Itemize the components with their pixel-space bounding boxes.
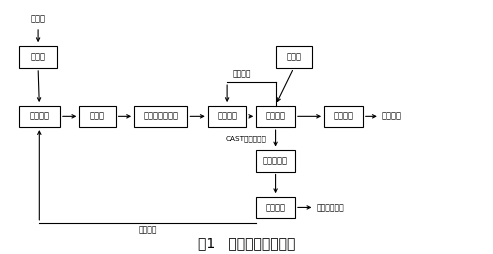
Text: 污泥回流: 污泥回流 <box>232 70 251 79</box>
Bar <box>256 197 295 218</box>
Text: 紫外消毒: 紫外消毒 <box>333 112 353 121</box>
Bar <box>256 150 295 171</box>
Text: 配水井: 配水井 <box>90 112 105 121</box>
Bar <box>276 46 312 68</box>
Text: 图1   污水处理工艺流程: 图1 污水处理工艺流程 <box>198 236 295 250</box>
Bar <box>79 105 116 127</box>
Text: 达标排放: 达标排放 <box>381 112 401 121</box>
Bar <box>256 105 295 127</box>
Bar <box>324 105 363 127</box>
Text: 原污水: 原污水 <box>31 14 45 24</box>
Text: 细格栅、沉砂池: 细格栅、沉砂池 <box>143 112 178 121</box>
Text: 粗格栅: 粗格栅 <box>31 53 45 62</box>
Bar <box>134 105 187 127</box>
Text: 污泥贮存池: 污泥贮存池 <box>263 156 288 165</box>
Text: 滤液回流: 滤液回流 <box>139 225 157 234</box>
Bar <box>19 46 58 68</box>
Text: CAST池剩余污泥: CAST池剩余污泥 <box>226 135 267 142</box>
Bar <box>208 105 246 127</box>
Text: 预反应区: 预反应区 <box>217 112 237 121</box>
Text: 鼓风机: 鼓风机 <box>286 53 301 62</box>
Text: 脱水机房: 脱水机房 <box>266 203 285 212</box>
Text: 主反应区: 主反应区 <box>266 112 285 121</box>
Bar <box>19 105 60 127</box>
Text: 泥饼外达填埋: 泥饼外达填埋 <box>317 203 345 212</box>
Text: 提升泵房: 提升泵房 <box>29 112 49 121</box>
